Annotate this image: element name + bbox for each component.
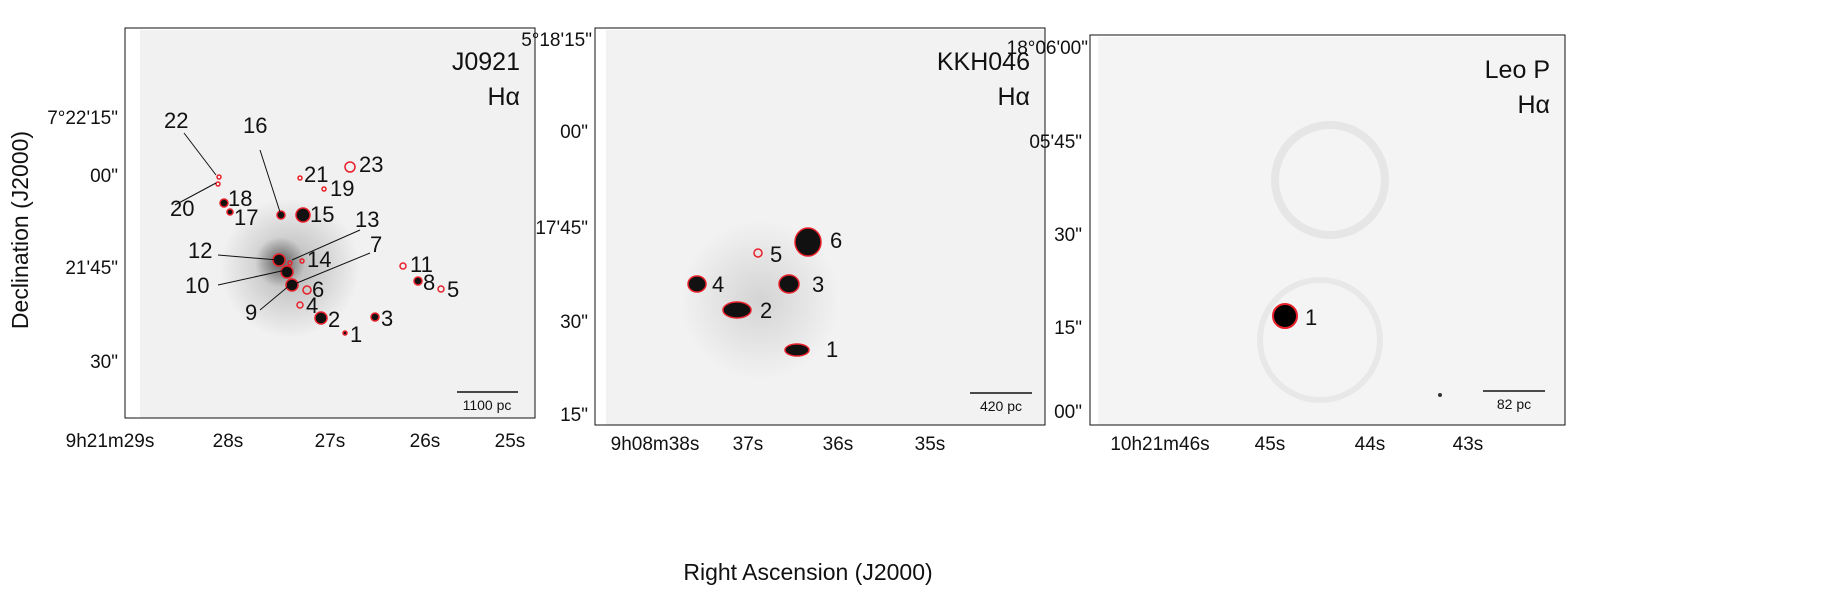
x-tick: 25s bbox=[495, 431, 526, 452]
x-tick: 43s bbox=[1453, 434, 1484, 455]
x-tick: 28s bbox=[213, 431, 244, 452]
label: 3 bbox=[812, 272, 824, 297]
panel-title: Leo P bbox=[1485, 56, 1550, 84]
image-area bbox=[606, 30, 1045, 425]
label: 1 bbox=[826, 337, 838, 362]
x-tick: 36s bbox=[823, 434, 854, 455]
label: 4 bbox=[712, 272, 724, 297]
leader-lines bbox=[174, 132, 371, 311]
x-tick: 45s bbox=[1255, 434, 1286, 455]
y-tick: 00" bbox=[560, 122, 588, 143]
source-labels: 1 2 3 4 5 6 bbox=[712, 228, 842, 362]
x-tick: 35s bbox=[915, 434, 946, 455]
x-tick: 10h21m46s bbox=[1110, 434, 1209, 455]
panel-j0921: J0921 Hα 1100 pc 7°22'15" 00" 21'45" 30"… bbox=[47, 27, 536, 452]
x-tick: 44s bbox=[1355, 434, 1386, 455]
label: 19 bbox=[330, 176, 354, 201]
y-tick: 7°22'15" bbox=[47, 108, 118, 129]
y-tick: 15" bbox=[1054, 318, 1082, 339]
label: 12 bbox=[188, 238, 212, 263]
y-tick: 30" bbox=[90, 352, 118, 373]
label: 5 bbox=[447, 277, 459, 302]
y-tick: 5°18'15" bbox=[521, 30, 592, 51]
label: 23 bbox=[359, 152, 383, 177]
label: 6 bbox=[830, 228, 842, 253]
x-tick: 37s bbox=[733, 434, 764, 455]
panel-leo-p: Leo P Hα 82 pc 18°06'00" 05'45" 30" 15" … bbox=[1007, 34, 1566, 455]
label: 22 bbox=[164, 108, 188, 133]
label: 11 bbox=[410, 252, 433, 277]
y-tick: 17'45" bbox=[535, 218, 588, 239]
frame bbox=[1089, 34, 1566, 426]
label: 13 bbox=[355, 207, 379, 232]
label: 7 bbox=[370, 232, 382, 257]
label: 3 bbox=[381, 306, 393, 331]
panel-kkh046: KKH046 Hα 420 pc 5°18'15" 00" 17'45" 30"… bbox=[521, 27, 1046, 455]
label: 2 bbox=[760, 298, 772, 323]
y-axis-label: Declination (J2000) bbox=[7, 131, 33, 329]
hii-region bbox=[1272, 303, 1298, 329]
x-tick: 27s bbox=[315, 431, 346, 452]
label: 5 bbox=[770, 242, 782, 267]
panel-title: J0921 bbox=[452, 48, 520, 76]
scale-bar-label: 82 pc bbox=[1497, 396, 1531, 412]
label: 16 bbox=[243, 113, 267, 138]
label: 6 bbox=[312, 277, 324, 302]
panel-band: Hα bbox=[1517, 91, 1550, 119]
label: 8 bbox=[423, 270, 435, 295]
label: 17 bbox=[234, 205, 258, 230]
label: 1 bbox=[350, 322, 362, 347]
label: 18 bbox=[228, 186, 252, 211]
label: 2 bbox=[328, 307, 340, 332]
x-axis-label: Right Ascension (J2000) bbox=[683, 559, 932, 585]
label: 15 bbox=[310, 202, 334, 227]
source-labels: 1 2 3 4 5 6 7 8 9 10 11 12 13 14 15 16 1… bbox=[164, 108, 459, 347]
label: 14 bbox=[307, 247, 331, 272]
y-tick: 05'45" bbox=[1029, 132, 1082, 153]
frame bbox=[594, 27, 1046, 426]
y-tick: 00" bbox=[90, 166, 118, 187]
y-tick: 15" bbox=[560, 405, 588, 426]
scale-bar-label: 1100 pc bbox=[463, 397, 512, 413]
y-tick: 00" bbox=[1054, 402, 1082, 423]
hii-regions bbox=[687, 227, 822, 357]
label: 9 bbox=[245, 300, 257, 325]
source-label: 1 bbox=[1305, 305, 1317, 330]
x-tick: 9h21m29s bbox=[66, 431, 155, 452]
panel-band: Hα bbox=[487, 83, 520, 111]
frame bbox=[124, 27, 536, 419]
y-tick: 30" bbox=[1054, 225, 1082, 246]
label: 4 bbox=[306, 293, 318, 318]
y-tick: 21'45" bbox=[65, 258, 118, 279]
x-tick: 9h08m38s bbox=[611, 434, 700, 455]
label: 21 bbox=[304, 162, 328, 187]
scale-bar-label: 420 pc bbox=[980, 398, 1022, 414]
panel-title: KKH046 bbox=[937, 48, 1030, 76]
y-tick: 30" bbox=[560, 312, 588, 333]
x-tick: 26s bbox=[410, 431, 441, 452]
label: 20 bbox=[170, 196, 194, 221]
label: 10 bbox=[185, 273, 209, 298]
panel-band: Hα bbox=[997, 83, 1030, 111]
y-tick: 18°06'00" bbox=[1007, 38, 1088, 59]
